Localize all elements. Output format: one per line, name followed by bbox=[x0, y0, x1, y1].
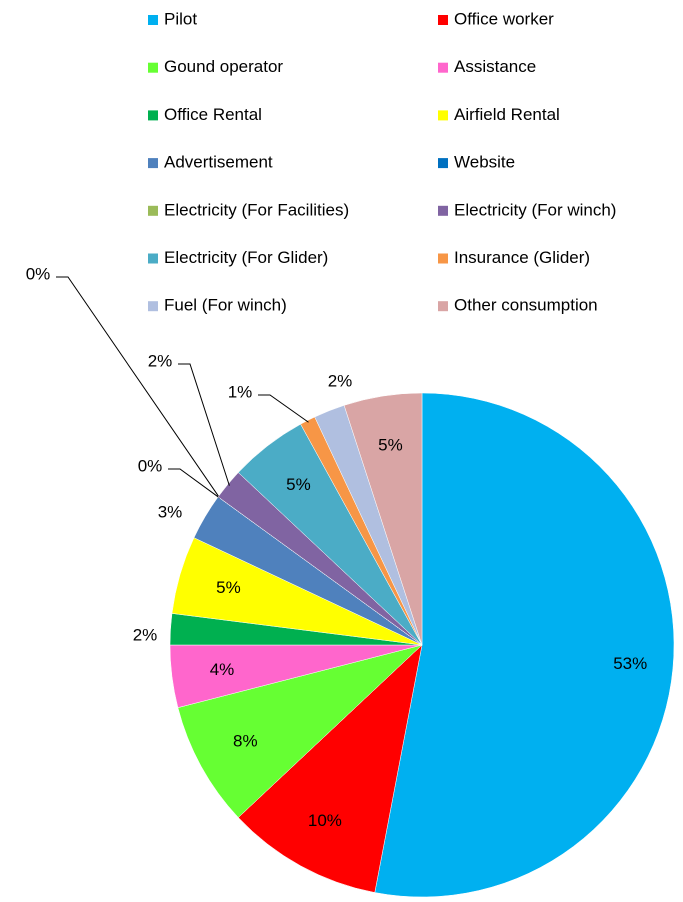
legend-swatch bbox=[438, 301, 448, 312]
legend-label: Airfield Rental bbox=[454, 105, 560, 124]
pie-slice bbox=[374, 392, 675, 898]
data-label: 8% bbox=[233, 732, 258, 751]
data-label: 0% bbox=[138, 456, 163, 475]
pie-slice bbox=[177, 644, 423, 818]
pie-slice bbox=[237, 644, 423, 893]
legend-swatch bbox=[438, 253, 448, 264]
legend-swatch bbox=[148, 158, 158, 169]
legend-label: Electricity (For Glider) bbox=[164, 248, 328, 267]
data-label: 2% bbox=[328, 371, 353, 390]
legend-label: Electricity (For Facilities) bbox=[164, 200, 349, 219]
legend-label: Fuel (For winch) bbox=[164, 296, 287, 315]
data-label: 53% bbox=[613, 654, 647, 673]
data-label: 3% bbox=[158, 502, 183, 521]
data-label: 0% bbox=[26, 264, 51, 283]
legend-label: Gound operator bbox=[164, 57, 283, 76]
legend-label: Other consumption bbox=[454, 296, 598, 315]
pie-slice bbox=[343, 392, 423, 646]
legend-swatch bbox=[438, 205, 448, 216]
data-label: 5% bbox=[216, 578, 241, 597]
legend-label: Assistance bbox=[454, 57, 536, 76]
leader-line bbox=[56, 276, 221, 499]
legend-swatch bbox=[148, 110, 158, 121]
data-label: 4% bbox=[210, 660, 235, 679]
legend-label: Website bbox=[454, 153, 515, 172]
leader-line bbox=[258, 394, 309, 423]
legend-label: Advertisement bbox=[164, 153, 273, 172]
leader-line bbox=[178, 363, 230, 486]
legend-swatch bbox=[148, 15, 158, 25]
data-label: 2% bbox=[133, 625, 158, 644]
legend-swatch bbox=[148, 205, 158, 216]
legend-label: Office Rental bbox=[164, 105, 262, 124]
legend-label: Electricity (For winch) bbox=[454, 200, 616, 219]
legend-swatch bbox=[148, 253, 158, 264]
legend-swatch bbox=[438, 15, 448, 25]
legend-swatch bbox=[148, 62, 158, 73]
legend-swatch bbox=[438, 62, 448, 73]
data-label: 2% bbox=[148, 351, 173, 370]
legend-swatch bbox=[438, 158, 448, 169]
legend-swatch bbox=[148, 301, 158, 312]
legend-label: Insurance (Glider) bbox=[454, 248, 590, 267]
legend-label: Office worker bbox=[454, 9, 554, 28]
data-label: 1% bbox=[228, 382, 253, 401]
data-label: 10% bbox=[308, 811, 342, 830]
leader-line bbox=[168, 468, 221, 499]
data-label: 5% bbox=[378, 435, 403, 454]
data-label: 5% bbox=[286, 475, 311, 494]
legend-label: Pilot bbox=[164, 9, 197, 28]
legend-swatch bbox=[438, 110, 448, 121]
